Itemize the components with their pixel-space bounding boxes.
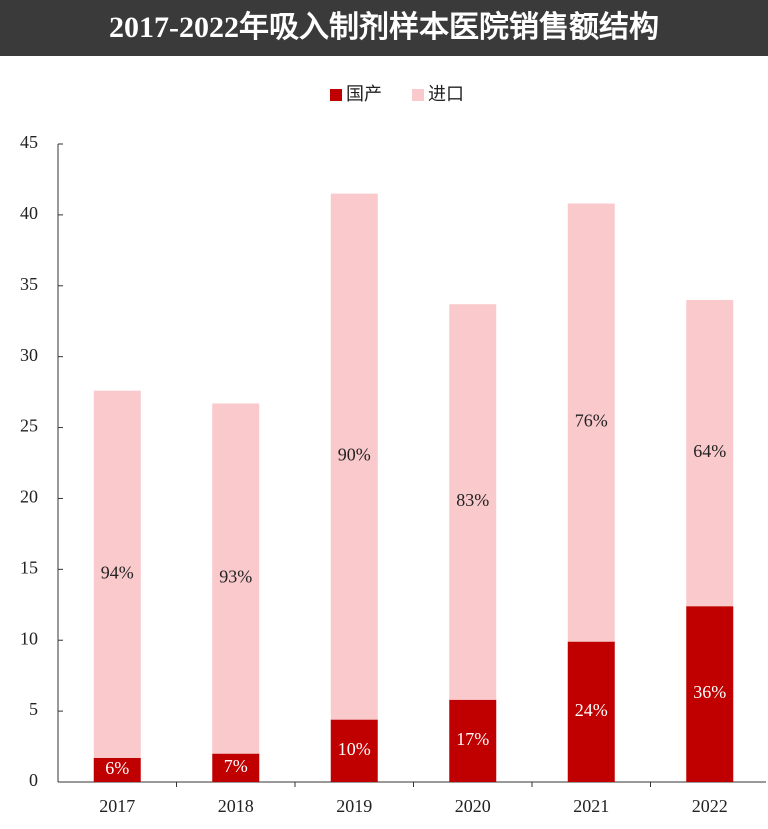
legend-swatch: [412, 89, 424, 101]
y-tick-label: 15: [20, 557, 38, 577]
bar-segment: [686, 299, 734, 607]
bar-segment: [449, 699, 497, 782]
y-tick-label: 45: [20, 132, 38, 152]
y-tick-label: 0: [29, 770, 38, 790]
y-tick-label: 5: [29, 699, 38, 719]
value-label: 36%: [693, 682, 726, 702]
bar-segment: [330, 193, 378, 720]
y-tick-label: 40: [20, 203, 38, 223]
bar-segment: [212, 753, 260, 782]
legend-swatch: [330, 89, 342, 101]
bar-segment: [330, 719, 378, 782]
bar-segment: [449, 304, 497, 700]
title-bar: [0, 0, 768, 56]
bar-segment: [93, 390, 141, 758]
x-tick-label: 2017: [99, 796, 135, 816]
value-label: 17%: [456, 729, 489, 749]
bar-segment: [567, 203, 615, 642]
chart-title: 2017-2022年吸入制剂样本医院销售额结构: [109, 10, 659, 44]
value-label: 76%: [575, 411, 608, 431]
legend-label: 进口: [428, 84, 464, 104]
value-label: 24%: [575, 700, 608, 720]
bar-segment: [686, 606, 734, 782]
y-tick-label: 20: [20, 487, 38, 507]
value-label: 90%: [338, 445, 371, 465]
x-tick-label: 2018: [218, 796, 254, 816]
bar-segment: [93, 757, 141, 782]
y-tick-label: 35: [20, 274, 38, 294]
x-tick-label: 2022: [692, 796, 728, 816]
y-tick-label: 25: [20, 416, 38, 436]
legend-label: 国产: [346, 84, 382, 104]
value-label: 10%: [338, 739, 371, 759]
y-tick-label: 10: [20, 628, 38, 648]
value-label: 6%: [105, 758, 129, 778]
x-tick-label: 2020: [455, 796, 491, 816]
x-tick-label: 2021: [573, 796, 609, 816]
bar-segment: [212, 403, 260, 754]
value-label: 83%: [456, 490, 489, 510]
x-tick-label: 2019: [336, 796, 372, 816]
value-label: 93%: [219, 567, 252, 587]
bar-segment: [567, 641, 615, 782]
value-label: 64%: [693, 441, 726, 461]
value-label: 7%: [224, 756, 248, 776]
y-tick-label: 30: [20, 345, 38, 365]
value-label: 94%: [101, 562, 134, 582]
